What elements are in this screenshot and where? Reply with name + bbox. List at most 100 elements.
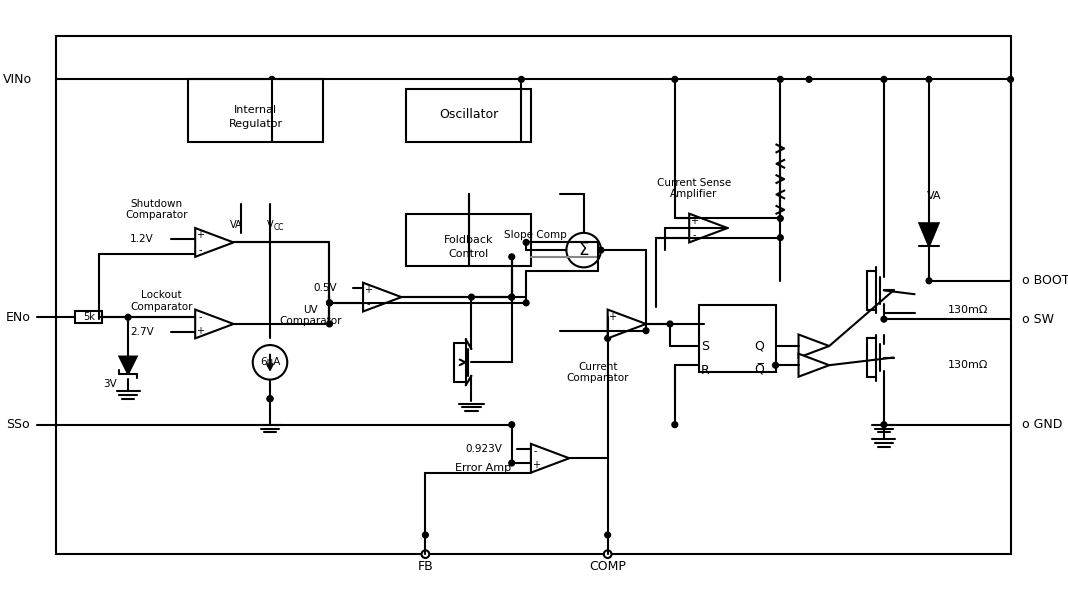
Text: FB: FB	[418, 560, 434, 573]
Text: o BOOT: o BOOT	[1022, 274, 1068, 288]
Polygon shape	[689, 214, 727, 243]
Text: 5k: 5k	[83, 312, 95, 322]
Text: Foldback: Foldback	[444, 235, 493, 244]
Polygon shape	[799, 334, 829, 358]
Text: +: +	[690, 216, 698, 226]
FancyBboxPatch shape	[406, 89, 531, 142]
Text: -: -	[199, 244, 202, 255]
FancyBboxPatch shape	[188, 79, 323, 142]
Text: V: V	[267, 220, 273, 230]
Text: Comparator: Comparator	[126, 210, 188, 220]
Text: VINo: VINo	[3, 73, 32, 86]
Circle shape	[604, 532, 611, 538]
FancyBboxPatch shape	[698, 305, 775, 372]
Circle shape	[772, 362, 779, 368]
Text: 130mΩ: 130mΩ	[948, 360, 989, 370]
Circle shape	[253, 345, 287, 380]
Polygon shape	[120, 356, 137, 374]
Text: Slope Comp: Slope Comp	[504, 230, 567, 240]
Polygon shape	[920, 223, 939, 246]
Circle shape	[672, 77, 678, 82]
Text: Amplifier: Amplifier	[671, 189, 718, 198]
Text: o GND: o GND	[1022, 418, 1063, 431]
Circle shape	[778, 77, 783, 82]
Circle shape	[327, 300, 332, 305]
Circle shape	[1007, 77, 1014, 82]
Circle shape	[604, 335, 611, 341]
Circle shape	[267, 396, 273, 402]
Text: Q: Q	[754, 340, 764, 353]
Text: Current Sense: Current Sense	[657, 178, 732, 188]
Text: R: R	[701, 364, 709, 377]
Circle shape	[469, 294, 474, 300]
Text: 0.5V: 0.5V	[314, 283, 337, 292]
Text: 0.923V: 0.923V	[466, 444, 502, 453]
Circle shape	[508, 294, 515, 300]
Circle shape	[926, 77, 932, 82]
Text: -: -	[611, 326, 614, 336]
Circle shape	[518, 77, 524, 82]
Text: o SW: o SW	[1022, 313, 1054, 326]
Circle shape	[327, 321, 332, 327]
Circle shape	[778, 235, 783, 241]
Text: COMP: COMP	[590, 560, 626, 573]
Polygon shape	[531, 444, 569, 473]
Text: Regulator: Regulator	[229, 119, 283, 129]
Text: CC: CC	[273, 223, 284, 232]
Text: ENo: ENo	[5, 311, 30, 323]
Text: VA: VA	[927, 192, 941, 201]
Polygon shape	[799, 353, 829, 377]
Text: 130mΩ: 130mΩ	[948, 304, 989, 314]
Circle shape	[508, 254, 515, 260]
Circle shape	[881, 316, 886, 322]
Text: +: +	[364, 285, 372, 295]
Text: Current: Current	[578, 362, 617, 372]
Circle shape	[668, 321, 673, 327]
Circle shape	[926, 278, 932, 284]
Text: SSo: SSo	[6, 418, 30, 431]
Polygon shape	[608, 310, 646, 338]
Text: Q̅: Q̅	[754, 364, 764, 377]
Text: -: -	[366, 300, 370, 309]
Circle shape	[523, 300, 529, 305]
Text: Internal: Internal	[234, 105, 278, 115]
Circle shape	[269, 77, 274, 82]
Text: UV: UV	[303, 304, 317, 314]
Circle shape	[598, 247, 603, 253]
Text: +: +	[197, 230, 204, 240]
Text: -: -	[199, 311, 202, 322]
Text: -: -	[534, 446, 537, 456]
Text: Lockout: Lockout	[141, 290, 182, 300]
Text: +: +	[609, 311, 616, 322]
Text: Error Amp: Error Amp	[455, 463, 511, 473]
Circle shape	[508, 460, 515, 466]
Circle shape	[881, 422, 886, 428]
Polygon shape	[195, 228, 234, 257]
Circle shape	[672, 422, 678, 428]
Text: +: +	[197, 326, 204, 336]
FancyBboxPatch shape	[76, 311, 103, 323]
Text: Shutdown: Shutdown	[130, 199, 183, 209]
FancyBboxPatch shape	[406, 214, 531, 267]
Text: 1.2V: 1.2V	[130, 234, 154, 244]
Text: Control: Control	[449, 249, 489, 259]
Text: VA: VA	[230, 220, 242, 230]
Circle shape	[566, 233, 601, 267]
Text: 6μA: 6μA	[260, 358, 280, 367]
Polygon shape	[363, 283, 402, 311]
Circle shape	[778, 216, 783, 221]
Circle shape	[423, 532, 428, 538]
Text: Comparator: Comparator	[130, 302, 193, 311]
Text: 3V: 3V	[103, 379, 116, 389]
Text: -: -	[692, 230, 695, 240]
Text: Σ: Σ	[579, 241, 588, 259]
FancyBboxPatch shape	[57, 36, 1010, 554]
Circle shape	[327, 300, 332, 305]
Circle shape	[523, 240, 529, 246]
Text: Comparator: Comparator	[279, 316, 342, 326]
Circle shape	[806, 77, 812, 82]
Circle shape	[508, 422, 515, 428]
Text: +: +	[532, 461, 539, 470]
Text: 2.7V: 2.7V	[130, 326, 154, 337]
Polygon shape	[195, 310, 234, 338]
